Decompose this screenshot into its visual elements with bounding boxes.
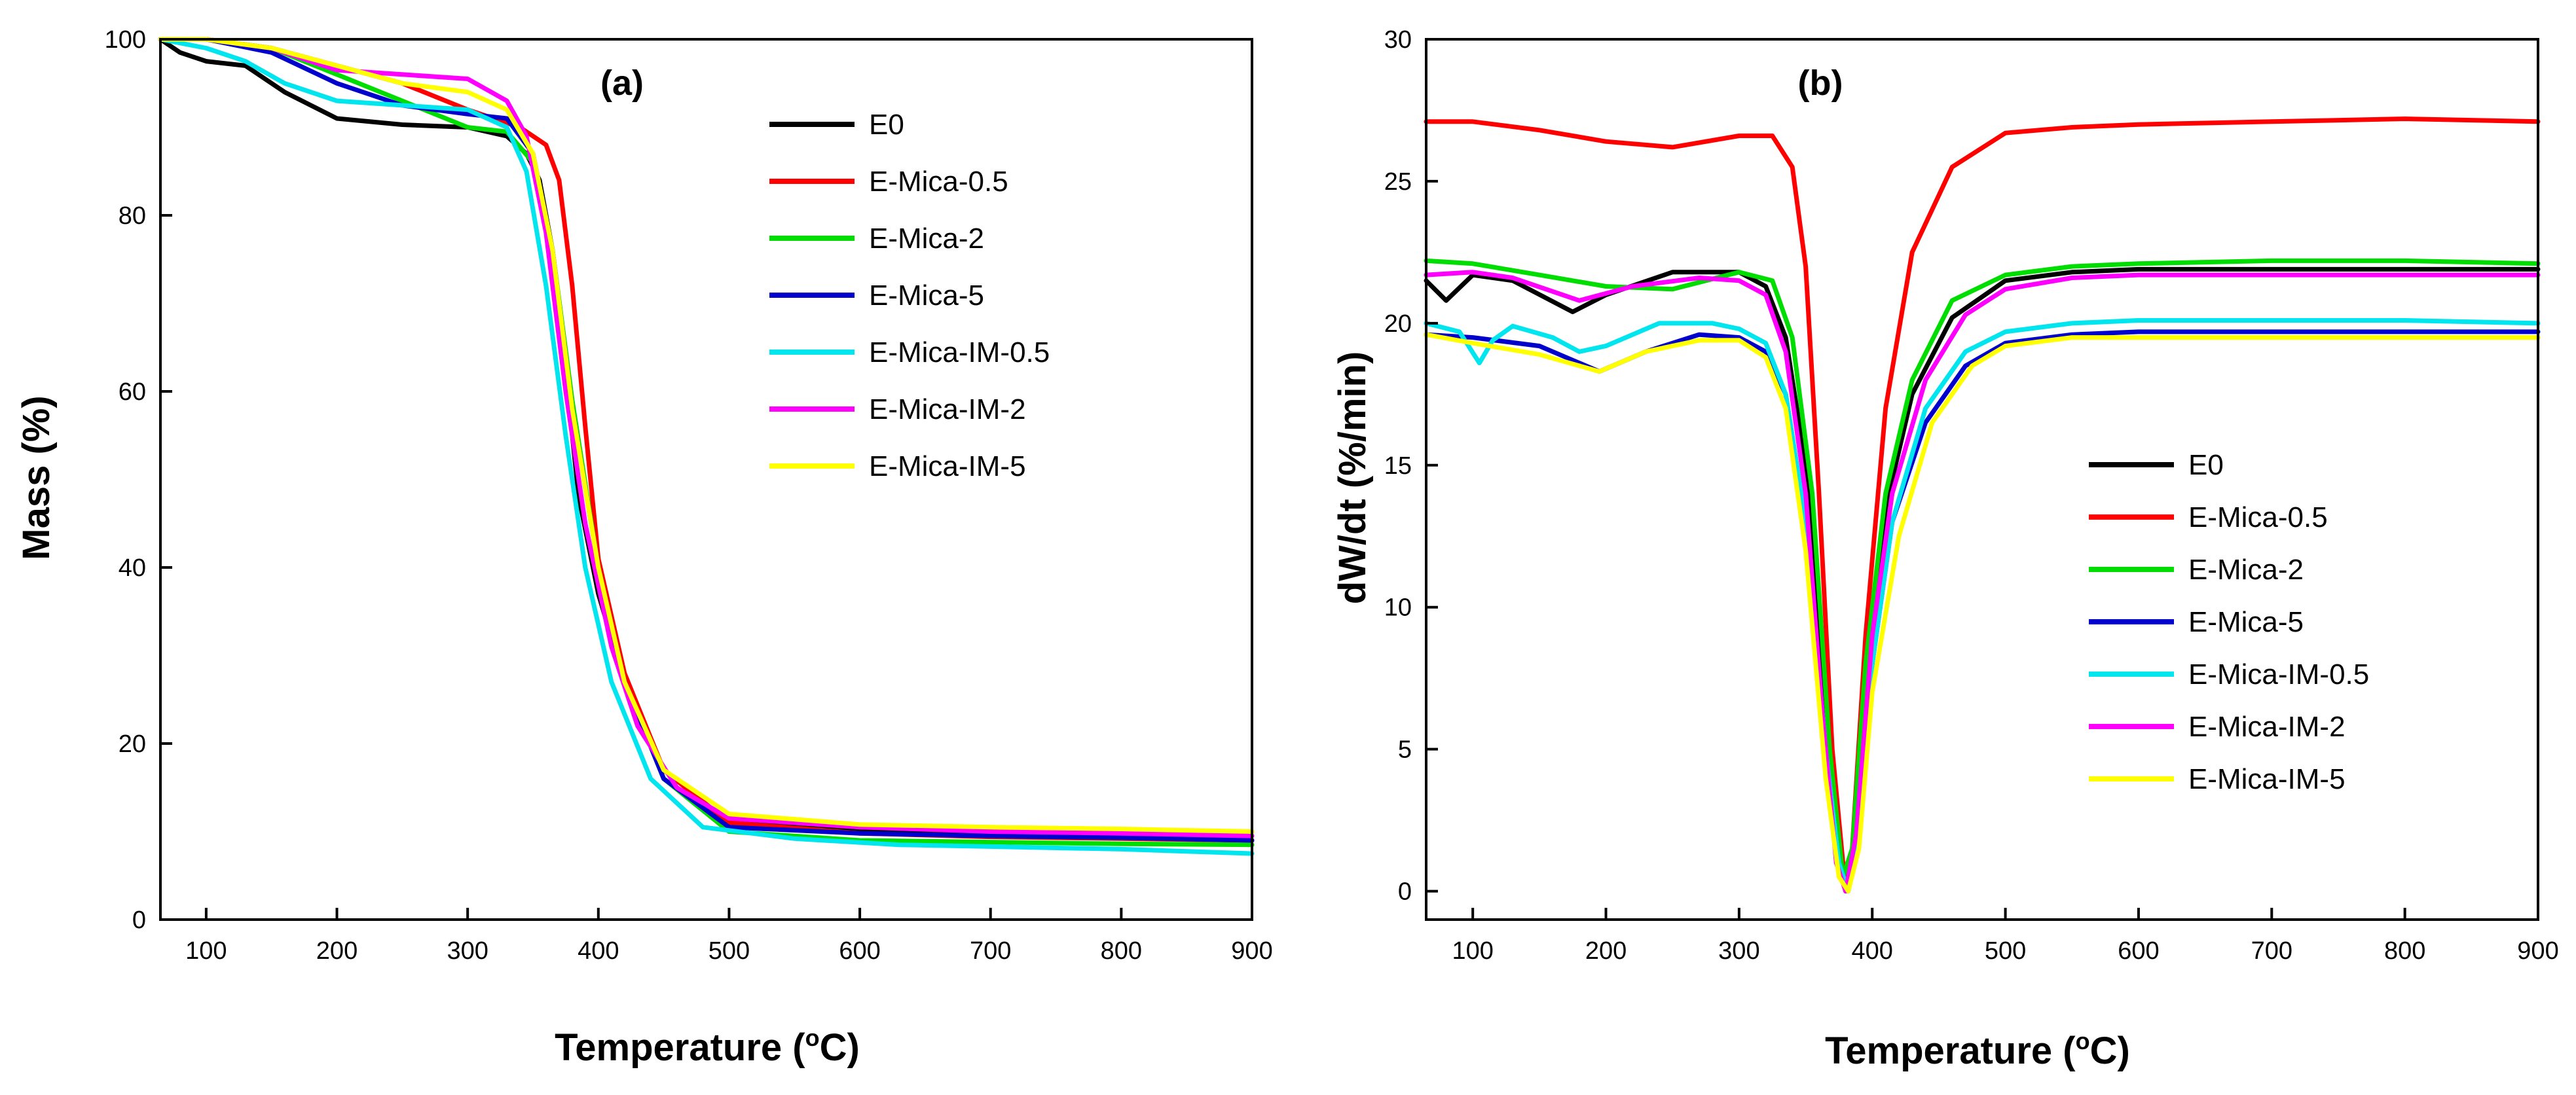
legend-label: E-Mica-IM-0.5 xyxy=(869,336,1050,368)
panel-b-dtg-chart: 100 200 300 400 500 600 700 800 900051015202530 … xyxy=(1331,26,2559,1072)
panel-a-mass-chart: 100 200 300 400 500 600 700 800 900 0 20 40 60 80100 … xyxy=(15,26,1273,1069)
x-tick-label: 400 xyxy=(1852,937,1893,965)
panel-a-series-lines xyxy=(158,37,1255,856)
y-tick-label: 10 xyxy=(1384,594,1412,622)
y-tick-label: 100 xyxy=(105,26,146,54)
x-tick-label: 100 xyxy=(1452,937,1493,965)
x-tick-label: 600 xyxy=(2118,937,2159,965)
panel-a-ticks: 100 200 300 400 500 600 700 800 900 0 20 40 60 80 100 xyxy=(105,26,1273,965)
legend-label: E-Mica-0.5 xyxy=(2188,501,2328,533)
x-tick-label: 100 xyxy=(185,937,227,965)
panel-b-series-e-mica-im-5 xyxy=(1424,332,2541,894)
panel-b-series-e-mica-0-5 xyxy=(1424,117,2541,894)
y-tick-label: 5 xyxy=(1398,736,1412,764)
y-tick-label: 0 xyxy=(132,907,146,934)
panel-b-label: (b) xyxy=(1798,63,1843,103)
legend-label: E-Mica-IM-0.5 xyxy=(2188,658,2369,691)
legend-label: E-Mica-0.5 xyxy=(869,166,1008,198)
panel-b-ticks: 100 200 300 400 500 600 700 800 900 0 5 10 15 20 25 30 xyxy=(1384,26,2559,965)
panel-b-series-e-mica-2 xyxy=(1424,258,2541,880)
x-tick-label: 800 xyxy=(1101,937,1142,965)
panel-b-series-lines xyxy=(1424,117,2541,894)
legend-label: E-Mica-IM-5 xyxy=(869,450,1026,482)
panel-a-legend: E0 E-Mica-0.5 E-Mica-2 E-Mica-5 E-Mica-IM-0.… xyxy=(769,109,1050,482)
y-tick-label: 25 xyxy=(1384,168,1412,196)
panel-a-plot-frame xyxy=(159,38,1253,921)
y-tick-label: 30 xyxy=(1384,26,1412,54)
x-tick-label: 500 xyxy=(1985,937,2026,965)
panel-b-y-axis-title: dW/dt (%/min) xyxy=(1331,351,1374,605)
legend-label: E-Mica-5 xyxy=(869,279,984,312)
panel-b-series-e-mica-5 xyxy=(1424,329,2541,894)
x-tick-label: 600 xyxy=(839,937,880,965)
panel-a-series-e-mica-im-5 xyxy=(158,37,1255,834)
y-tick-label: 60 xyxy=(119,378,146,406)
panel-a-x-axis-title: Temperature (oC) xyxy=(555,1024,860,1069)
legend-label: E-Mica-2 xyxy=(2188,554,2304,586)
legend-label: E0 xyxy=(2188,449,2224,481)
y-tick-label: 80 xyxy=(119,202,146,230)
legend-label: E-Mica-IM-5 xyxy=(2188,763,2346,795)
x-tick-label: 900 xyxy=(1231,937,1272,965)
y-tick-label: 20 xyxy=(119,730,146,758)
panel-b-legend: E0 E-Mica-0.5 E-Mica-2 E-Mica-5 E-Mica-IM-0.… xyxy=(2089,449,2369,795)
panel-a-series-e0 xyxy=(158,37,1255,843)
y-tick-label: 20 xyxy=(1384,310,1412,338)
y-tick-label: 15 xyxy=(1384,452,1412,480)
panel-b-series-e-mica-im-0-5 xyxy=(1424,318,2541,894)
panel-b-x-axis-title: Temperature (oC) xyxy=(1825,1028,2130,1072)
y-tick-label: 40 xyxy=(119,554,146,582)
legend-label: E-Mica-IM-2 xyxy=(869,393,1026,425)
panel-a-series-e-mica-0-5 xyxy=(158,37,1255,843)
x-tick-label: 300 xyxy=(447,937,488,965)
x-tick-label: 700 xyxy=(970,937,1011,965)
legend-label: E0 xyxy=(869,109,904,141)
legend-label: E-Mica-5 xyxy=(2188,606,2304,638)
panel-b-plot-frame xyxy=(1425,38,2539,921)
panel-a-label: (a) xyxy=(600,63,644,103)
x-tick-label: 500 xyxy=(708,937,750,965)
y-tick-label: 0 xyxy=(1398,878,1412,906)
panel-a-y-axis-title: Mass (%) xyxy=(15,395,58,560)
x-tick-label: 700 xyxy=(2251,937,2292,965)
legend-label: E-Mica-IM-2 xyxy=(2188,711,2346,743)
panel-a-series-e-mica-2 xyxy=(158,37,1255,848)
x-tick-label: 900 xyxy=(2517,937,2558,965)
x-tick-label: 800 xyxy=(2384,937,2425,965)
panel-a-series-e-mica-im-2 xyxy=(158,37,1255,838)
panel-b-series-e-mica-im-2 xyxy=(1424,270,2541,894)
x-tick-label: 400 xyxy=(578,937,619,965)
x-tick-label: 200 xyxy=(316,937,358,965)
x-tick-label: 200 xyxy=(1585,937,1627,965)
panel-a-series-e-mica-im-0-5 xyxy=(158,37,1255,856)
panel-a-series-e-mica-5 xyxy=(158,37,1255,843)
legend-label: E-Mica-2 xyxy=(869,223,984,255)
x-tick-label: 300 xyxy=(1718,937,1759,965)
